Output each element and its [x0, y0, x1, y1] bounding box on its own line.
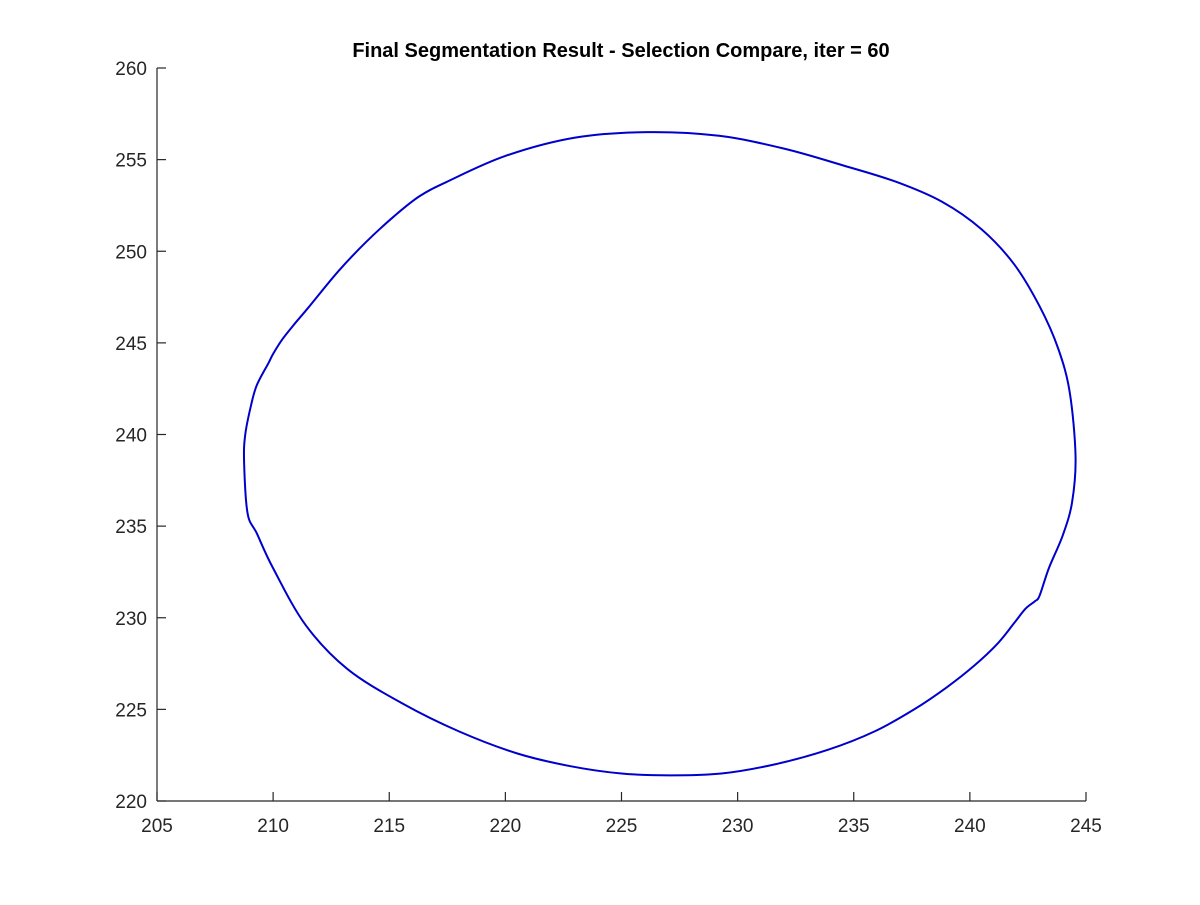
x-tick-label: 245 [1070, 816, 1102, 837]
x-tick-label: 230 [722, 816, 754, 837]
x-tick-label: 225 [606, 816, 638, 837]
ticks: 205 210 215 220 225 230 235 240 245 220 225 230 235 2… [115, 59, 1102, 837]
y-tick-label: 240 [115, 426, 147, 447]
x-tick-label: 220 [490, 816, 522, 837]
x-tick-label: 205 [141, 816, 173, 837]
y-tick-label: 260 [115, 59, 147, 80]
y-tick-label: 235 [115, 517, 147, 538]
segmentation-contour-line [242, 131, 1077, 777]
y-tick-label: 250 [115, 242, 147, 263]
axes [156, 68, 1086, 802]
x-tick-label: 240 [954, 816, 986, 837]
x-tick-label: 215 [373, 816, 405, 837]
x-tick-label: 210 [257, 816, 289, 837]
y-tick-label: 255 [115, 151, 147, 172]
y-tick-label: 245 [115, 334, 147, 355]
series-layer [242, 131, 1077, 777]
y-tick-label: 230 [115, 609, 147, 630]
x-tick-label: 235 [838, 816, 870, 837]
y-tick-label: 225 [115, 700, 147, 721]
chart-title: Final Segmentation Result - Selection Co… [352, 40, 889, 62]
y-tick-label: 220 [115, 792, 147, 813]
